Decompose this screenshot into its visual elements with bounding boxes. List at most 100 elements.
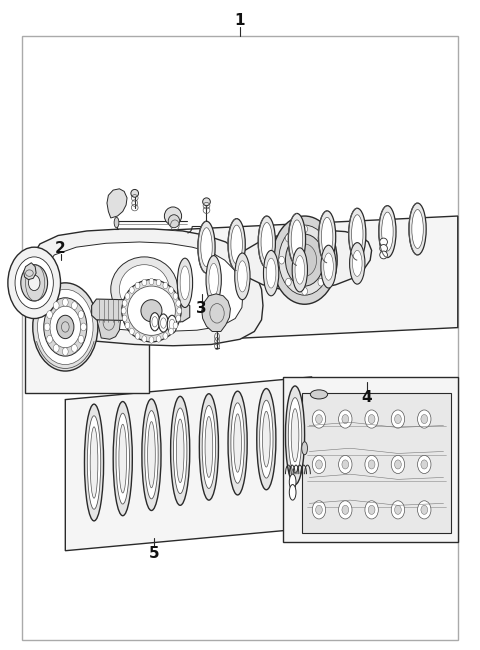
Text: 1: 1 — [235, 12, 245, 28]
Circle shape — [391, 500, 405, 519]
Circle shape — [395, 505, 401, 514]
Circle shape — [168, 287, 173, 293]
Ellipse shape — [266, 258, 276, 288]
Ellipse shape — [295, 255, 305, 284]
Ellipse shape — [257, 389, 276, 489]
Ellipse shape — [235, 253, 250, 300]
Circle shape — [318, 234, 324, 242]
Circle shape — [365, 410, 378, 428]
Ellipse shape — [286, 234, 324, 286]
Ellipse shape — [258, 216, 276, 268]
Circle shape — [62, 298, 68, 306]
Circle shape — [338, 500, 352, 519]
Ellipse shape — [289, 474, 296, 489]
Circle shape — [168, 328, 173, 335]
Circle shape — [53, 302, 59, 309]
Circle shape — [418, 410, 431, 428]
Ellipse shape — [348, 208, 366, 260]
Circle shape — [37, 289, 93, 365]
Circle shape — [176, 315, 180, 322]
Ellipse shape — [141, 300, 162, 322]
Ellipse shape — [176, 419, 184, 482]
Ellipse shape — [119, 424, 127, 493]
Text: 2: 2 — [55, 241, 66, 256]
Ellipse shape — [291, 409, 299, 462]
Circle shape — [53, 344, 59, 352]
Circle shape — [368, 505, 375, 514]
Circle shape — [149, 278, 154, 285]
Ellipse shape — [382, 212, 393, 251]
Circle shape — [72, 302, 77, 309]
Ellipse shape — [412, 209, 423, 248]
Circle shape — [391, 456, 405, 474]
Circle shape — [44, 323, 50, 331]
Polygon shape — [97, 306, 120, 339]
Ellipse shape — [260, 400, 273, 478]
Circle shape — [365, 500, 378, 519]
Circle shape — [163, 333, 168, 339]
Circle shape — [142, 280, 147, 286]
Ellipse shape — [352, 250, 362, 276]
Ellipse shape — [288, 213, 306, 265]
Text: 5: 5 — [148, 546, 159, 561]
Ellipse shape — [164, 207, 181, 225]
Ellipse shape — [286, 386, 305, 484]
Circle shape — [44, 298, 87, 356]
Ellipse shape — [84, 404, 104, 521]
Circle shape — [72, 344, 77, 352]
Circle shape — [135, 282, 140, 289]
Circle shape — [316, 415, 323, 424]
Circle shape — [312, 456, 325, 474]
Circle shape — [173, 322, 178, 328]
Ellipse shape — [130, 302, 168, 335]
Ellipse shape — [180, 266, 190, 300]
Circle shape — [418, 500, 431, 519]
Circle shape — [78, 335, 84, 343]
Circle shape — [324, 256, 330, 264]
Circle shape — [156, 335, 161, 342]
Circle shape — [286, 234, 291, 242]
Ellipse shape — [145, 411, 158, 499]
Bar — [24, 260, 149, 393]
Circle shape — [122, 315, 127, 322]
Ellipse shape — [148, 422, 156, 488]
Ellipse shape — [128, 286, 175, 335]
Ellipse shape — [87, 416, 101, 509]
Text: 4: 4 — [361, 390, 372, 405]
Circle shape — [78, 311, 84, 318]
Ellipse shape — [409, 203, 426, 255]
Ellipse shape — [311, 390, 327, 399]
Polygon shape — [65, 377, 312, 551]
Ellipse shape — [263, 411, 270, 467]
Ellipse shape — [142, 399, 161, 510]
Ellipse shape — [120, 265, 169, 314]
Ellipse shape — [231, 403, 244, 483]
Circle shape — [130, 287, 134, 293]
Circle shape — [342, 505, 348, 514]
Ellipse shape — [205, 417, 213, 477]
Circle shape — [142, 335, 147, 342]
Ellipse shape — [150, 313, 159, 331]
Circle shape — [318, 278, 324, 286]
Polygon shape — [84, 216, 458, 346]
Ellipse shape — [131, 189, 139, 197]
Ellipse shape — [116, 413, 130, 504]
Circle shape — [316, 460, 323, 469]
Circle shape — [395, 415, 401, 424]
Ellipse shape — [203, 198, 210, 205]
Circle shape — [391, 410, 405, 428]
Ellipse shape — [113, 402, 132, 515]
Bar — [283, 377, 458, 542]
Circle shape — [395, 460, 401, 469]
Circle shape — [125, 293, 130, 300]
Ellipse shape — [349, 242, 365, 284]
Circle shape — [47, 335, 52, 343]
Ellipse shape — [288, 398, 302, 473]
Ellipse shape — [114, 217, 119, 228]
Circle shape — [47, 311, 52, 318]
Circle shape — [135, 333, 140, 339]
Circle shape — [342, 415, 348, 424]
Ellipse shape — [234, 414, 241, 473]
Ellipse shape — [351, 214, 363, 254]
Ellipse shape — [380, 251, 387, 259]
